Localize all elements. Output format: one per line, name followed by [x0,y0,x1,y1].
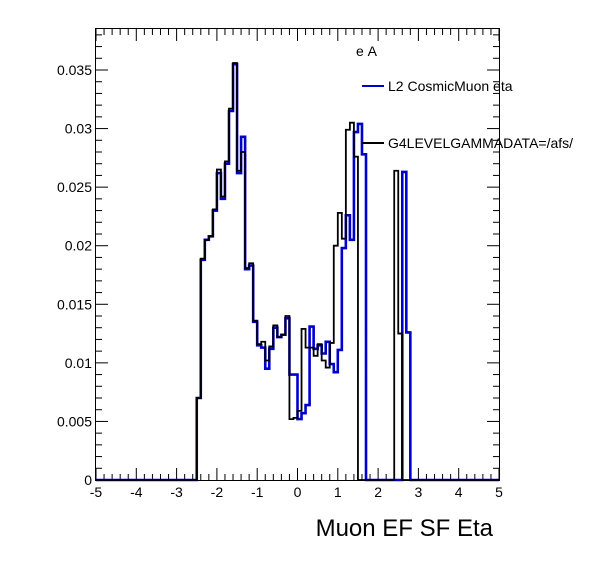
x-tick-label: -2 [211,484,224,500]
x-tick-label: -5 [90,484,103,500]
y-tick-label: 0.015 [57,296,92,312]
x-tick-label: -4 [130,484,143,500]
legend-label-g4: G4LEVELGAMMADATA=/afs/ [388,135,573,151]
x-tick-label: 5 [495,484,503,500]
x-tick-label: -3 [170,484,183,500]
x-axis: -5 -4 -3 -2 -1 0 1 2 3 4 5 [90,29,503,500]
series-g4levelgammadata [96,62,499,481]
x-axis-title: Muon EF SF Eta [316,515,494,542]
y-tick-label: 0.025 [57,179,92,195]
x-tick-label: 1 [334,484,342,500]
legend-header: е A [356,43,378,59]
y-tick-label: 0.02 [65,238,92,254]
y-tick-label: 0 [84,472,92,488]
x-tick-label: -1 [251,484,264,500]
x-tick-label: 0 [294,484,302,500]
y-tick-label: 0.03 [65,121,92,137]
y-tick-label: 0.005 [57,413,92,429]
x-tick-label: 3 [415,484,423,500]
legend-label-l2: L2 CosmicMuon eta [388,78,513,94]
y-tick-label: 0.035 [57,62,92,78]
x-tick-label: 4 [455,484,463,500]
y-axis: 0 0.005 0.01 0.015 0.02 0.025 0.03 0.035 [57,34,499,488]
legend: е A L2 CosmicMuon eta G4LEVELGAMMADATA=/… [356,43,573,151]
series-layer [96,62,499,482]
y-tick-label: 0.01 [65,355,92,371]
plot-frame [95,28,500,481]
x-tick-label: 2 [374,484,382,500]
